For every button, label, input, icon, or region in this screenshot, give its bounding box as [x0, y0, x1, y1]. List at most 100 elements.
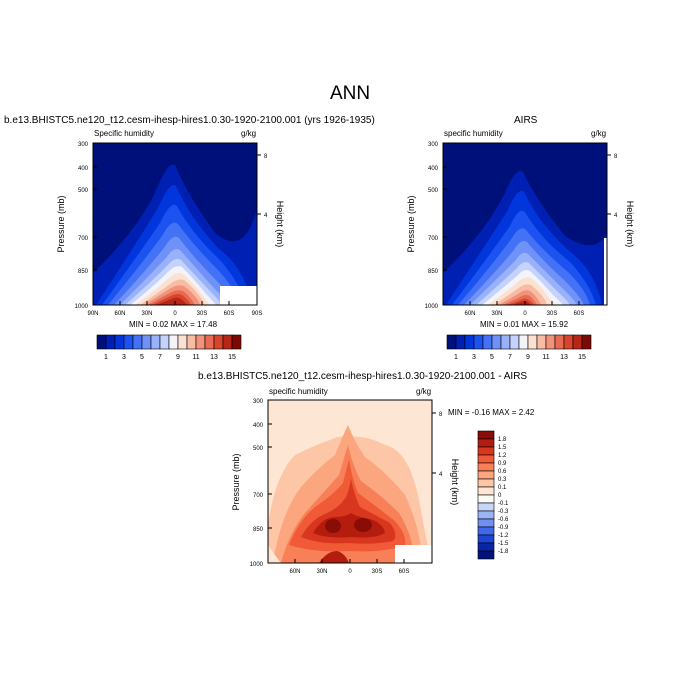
panel1-ytick-850: 850 — [78, 269, 89, 275]
panel2-colorbar-box-1 — [446, 334, 457, 350]
panel3-cb-label-15: -1.8 — [498, 549, 509, 555]
panel2-ytick-1000: 1000 — [425, 304, 439, 310]
panel3-ytick-500: 500 — [253, 446, 264, 452]
panel2-xtick-30S: 30S — [547, 311, 558, 317]
panel1-variable-label: Specific humidity — [94, 129, 155, 138]
panel2-right-ticks: 8 4 — [607, 154, 618, 219]
panel1-xtick-0: 0 — [173, 311, 177, 317]
panel2-band-15 — [511, 301, 531, 305]
panel1-colorbar: 1 3 5 7 9 11 13 15 — [96, 334, 242, 361]
panel2-xtick-0: 0 — [523, 311, 527, 317]
panel3-cb-label-1: 1.8 — [498, 437, 507, 443]
panel2-colorbar-box-14 — [563, 334, 574, 350]
panel2-cb-label-5: 5 — [490, 354, 494, 361]
panel3-variable-label: specific humidity — [269, 387, 328, 396]
panel1-xtick-90N: 90N — [87, 311, 98, 317]
panel3-title: b.e13.BHISTC5.ne120_t12.cesm-ihesp-hires… — [198, 371, 528, 382]
panel1-ytick-700: 700 — [78, 236, 89, 242]
panel2-ylabel-right: Height (km) — [625, 201, 635, 248]
panel2-colorbar-box-2 — [455, 334, 466, 350]
panel1-xtick-30S: 30S — [197, 311, 208, 317]
panel2-colorbar-box-13 — [554, 334, 565, 350]
panel1-ytick-400: 400 — [78, 166, 89, 172]
panel1-y-ticks: 300 400 500 700 850 1000 — [75, 142, 97, 310]
panel2-xtick-60S: 60S — [574, 311, 585, 317]
panel1-xtick-30N: 30N — [141, 311, 152, 317]
panel2-cb-label-11: 11 — [542, 354, 549, 361]
panel2-cb-label-3: 3 — [472, 354, 476, 361]
panel3-colorbar: 1.8 1.5 1.2 0.9 0.6 0.3 0.1 0 -0.1 -0.3 … — [477, 430, 509, 560]
panel1-xtick-90S: 90S — [252, 311, 263, 317]
panel2-contours — [443, 143, 607, 305]
panel2-colorbar-box-8 — [509, 334, 520, 350]
panel1-ylabel: Pressure (mb) — [56, 195, 66, 252]
figure-title: ANN — [329, 83, 371, 104]
panel2-rtick-4: 4 — [614, 213, 618, 219]
panel2-colorbar-labels: 1 3 5 7 9 11 13 15 — [454, 354, 586, 361]
panel2-ytick-300: 300 — [428, 142, 439, 148]
panel2-colorbar-box-12 — [545, 334, 556, 350]
panel1-missing-region — [220, 286, 257, 305]
panel3-ytick-400: 400 — [253, 423, 264, 429]
panel1-cb-label-5: 5 — [140, 354, 144, 361]
panel3-cb-label-9: -0.1 — [498, 501, 509, 507]
panel3-colorbar-box-1 — [477, 430, 495, 440]
panel1-ylabel-right: Height (km) — [275, 201, 285, 248]
panel1-ytick-1000: 1000 — [75, 304, 89, 310]
panel2-colorbar-box-9 — [518, 334, 529, 350]
panel3-colorbar-box-11 — [477, 510, 495, 520]
panel1-cb-label-9: 9 — [176, 354, 180, 361]
panel2-ytick-700: 700 — [428, 236, 439, 242]
panel2-colorbar-box-3 — [464, 334, 475, 350]
panel3-colorbar-box-6 — [477, 470, 495, 480]
panel2-ytick-500: 500 — [428, 188, 439, 194]
panel2-cb-label-7: 7 — [508, 354, 512, 361]
panel1-colorbar-boxes — [96, 334, 242, 350]
panel3-cb-label-11: -0.6 — [498, 517, 509, 523]
panel3-rtick-4: 4 — [439, 472, 443, 478]
panel1-colorbar-box-9 — [168, 334, 179, 350]
panel3-ytick-850: 850 — [253, 527, 264, 533]
panel2-cb-label-15: 15 — [578, 354, 586, 361]
panel1-colorbar-box-4 — [123, 334, 134, 350]
panel3-colorbar-box-10 — [477, 502, 495, 512]
panel3-cb-label-7: 0.1 — [498, 485, 507, 491]
panel3-cb-label-13: -1.2 — [498, 533, 509, 539]
panel1-colorbar-box-3 — [114, 334, 125, 350]
panel2-variable-label: specific humidity — [444, 129, 503, 138]
panel1-colorbar-box-10 — [177, 334, 188, 350]
panel1-colorbar-box-16 — [231, 334, 242, 350]
panel1-colorbar-box-12 — [195, 334, 206, 350]
panel2-colorbar-box-4 — [473, 334, 484, 350]
panel2-colorbar-box-16 — [581, 334, 592, 350]
panel3-peak-30N — [325, 519, 341, 533]
panel1-cb-label-13: 13 — [210, 354, 218, 361]
panel3-contours — [268, 400, 432, 563]
panel3-cb-label-3: 1.2 — [498, 453, 507, 459]
panel1-title: b.e13.BHISTC5.ne120_t12.cesm-ihesp-hires… — [4, 115, 375, 126]
panel3-ytick-300: 300 — [253, 399, 264, 405]
panel3-x-ticks: 60N 30N 0 30S 60S — [289, 559, 409, 575]
panel3-ylabel: Pressure (mb) — [231, 453, 241, 510]
panel2-cb-label-9: 9 — [526, 354, 530, 361]
panel2-units-label: g/kg — [591, 129, 607, 138]
panel3-cb-label-4: 0.9 — [498, 461, 507, 467]
panel1-ytick-300: 300 — [78, 142, 89, 148]
panel1-colorbar-labels: 1 3 5 7 9 11 13 15 — [104, 354, 236, 361]
panel2-colorbar: 1 3 5 7 9 11 13 15 — [446, 334, 592, 361]
panel1-rtick-8: 8 — [264, 154, 268, 160]
panel1-colorbar-box-2 — [105, 334, 116, 350]
panel3-colorbar-box-16 — [477, 550, 495, 560]
panel2-rtick-8: 8 — [614, 154, 618, 160]
panel2-colorbar-box-6 — [491, 334, 502, 350]
panel3-corner-low — [268, 545, 281, 563]
panel2-colorbar-box-7 — [500, 334, 511, 350]
panel2-xtick-30N: 30N — [491, 311, 502, 317]
panel1-rtick-4: 4 — [264, 213, 268, 219]
panel3-colorbar-box-3 — [477, 446, 495, 456]
panel3-ytick-1000: 1000 — [250, 562, 264, 568]
panel1-cb-label-11: 11 — [192, 354, 199, 361]
panel3-missing-region — [395, 545, 432, 563]
panel3-cb-label-8: 0 — [498, 493, 502, 499]
panel3-xtick-30S: 30S — [372, 569, 383, 575]
